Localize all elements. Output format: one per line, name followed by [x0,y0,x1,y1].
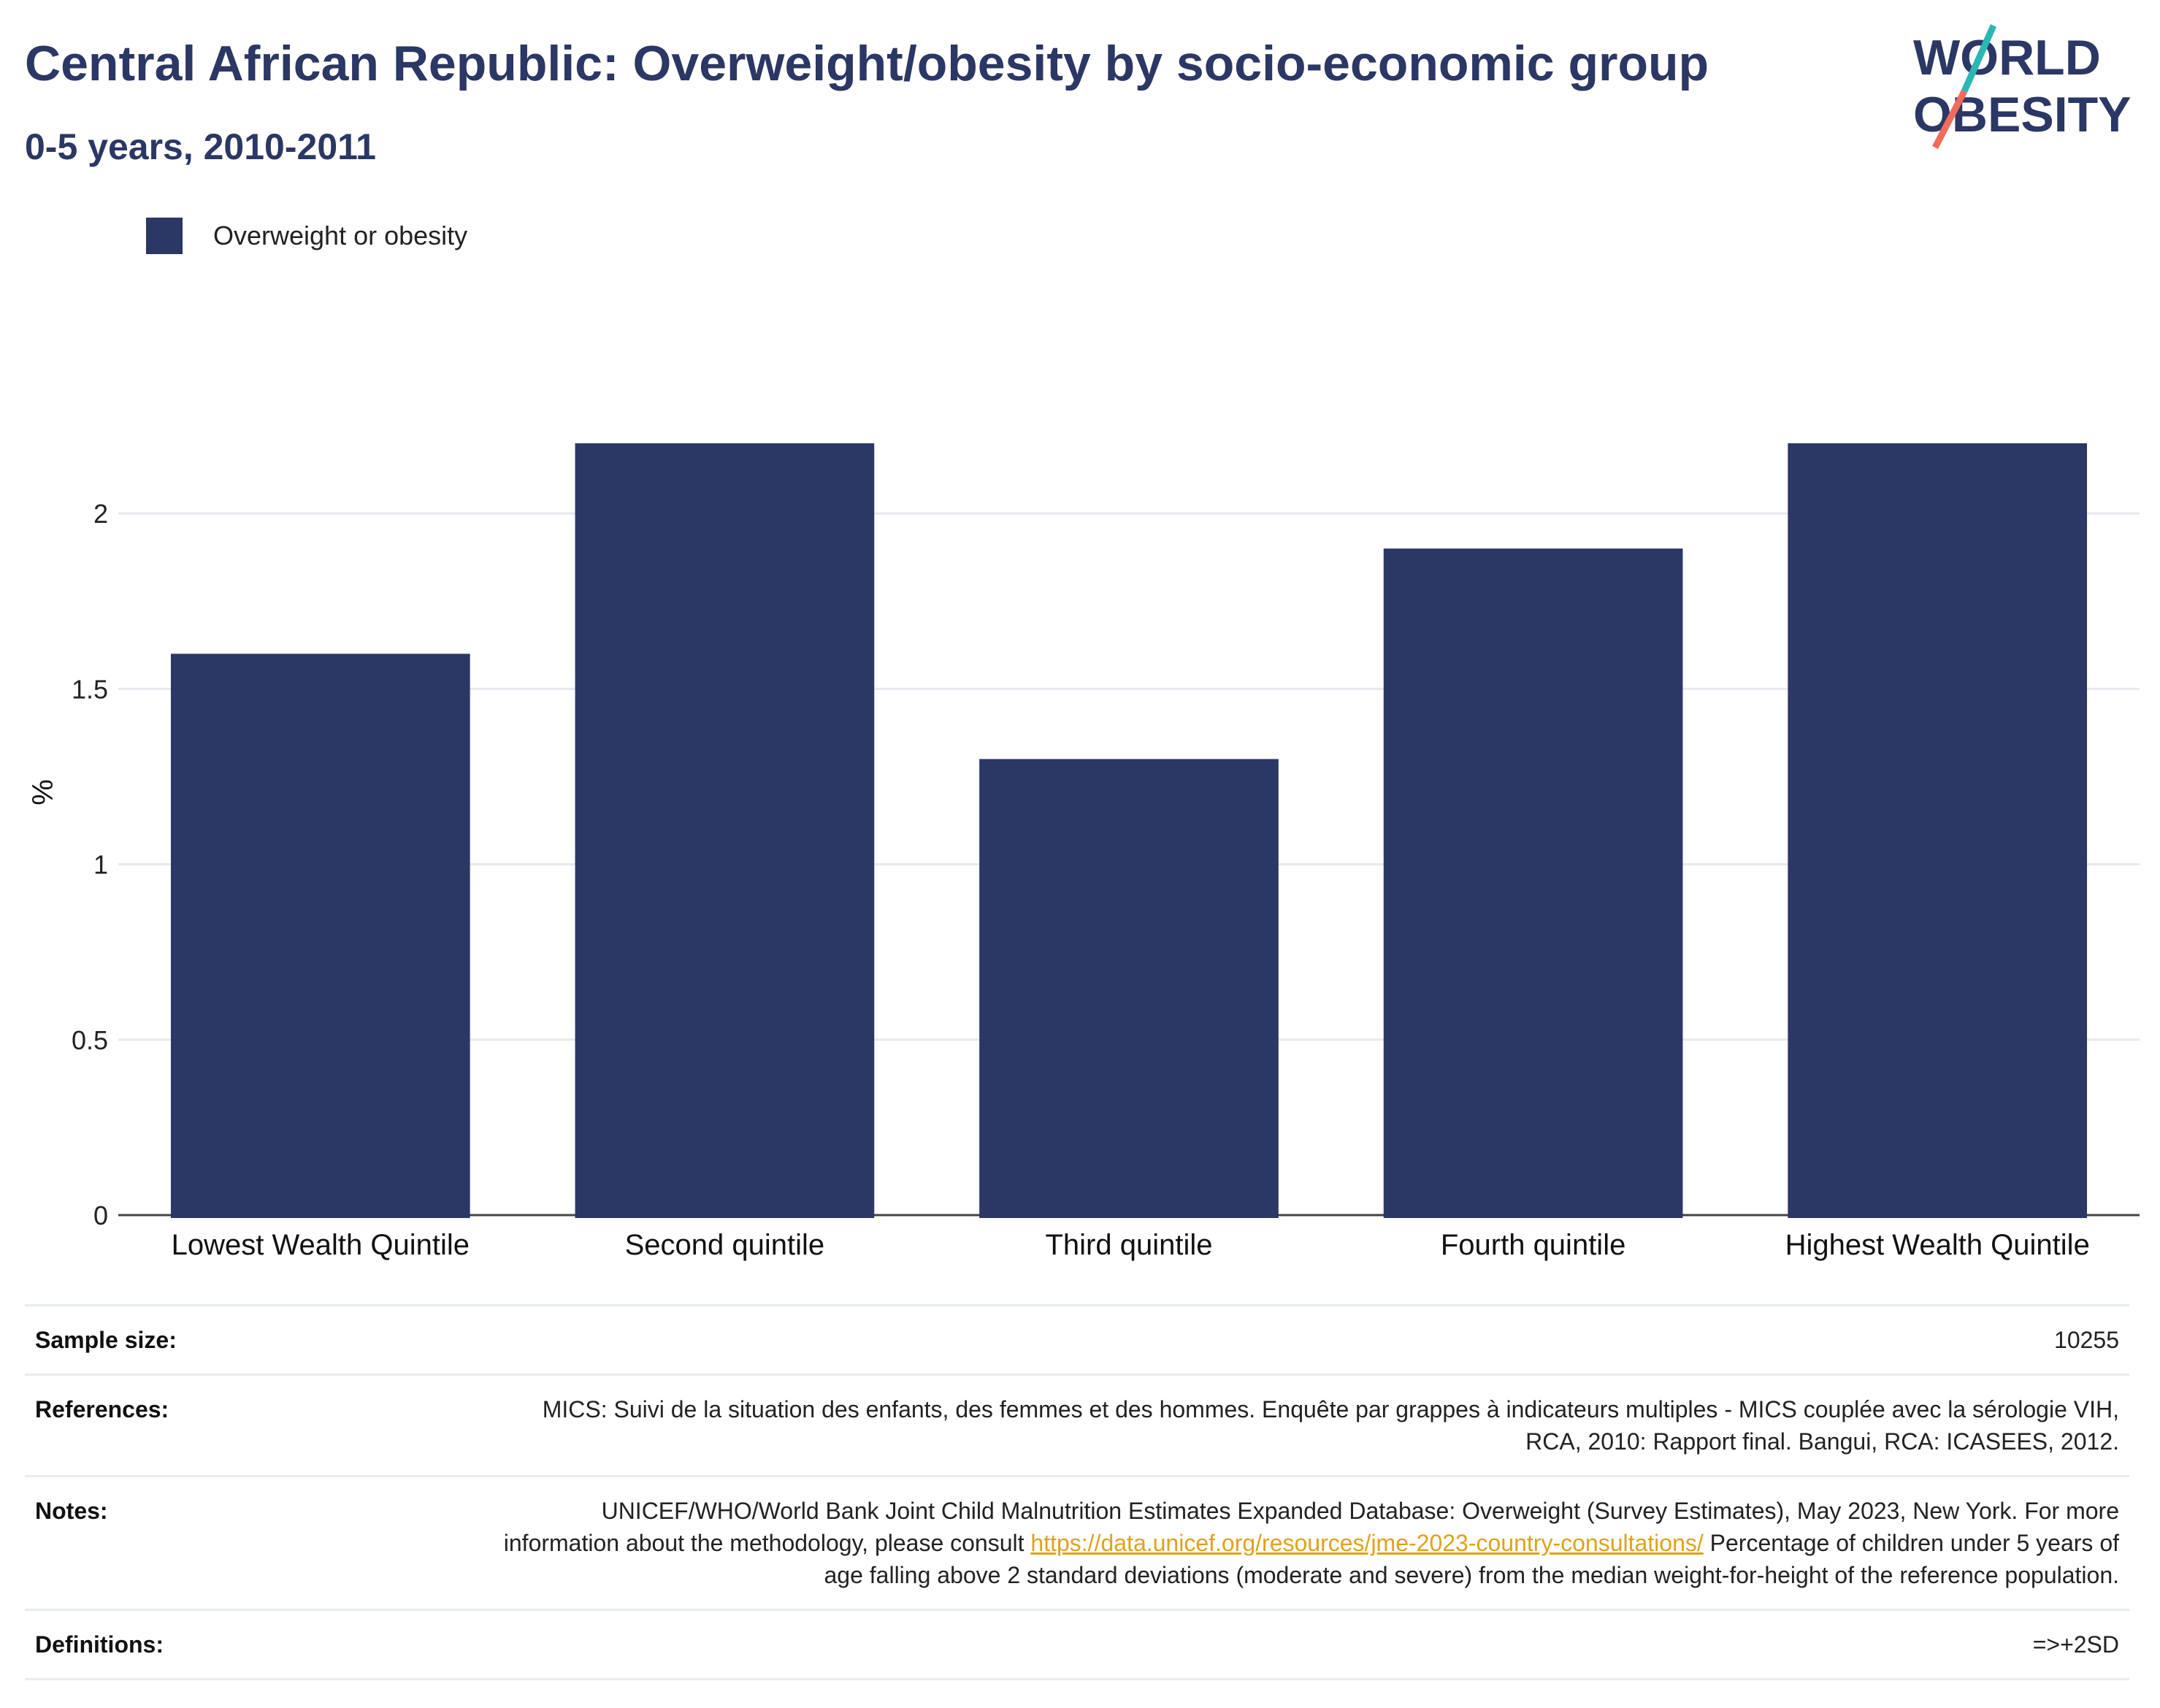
chart-legend: Overweight or obesity [146,217,467,255]
references-row: References: MICS: Suivi de la situation … [25,1374,2129,1477]
y-tick-label: 1.5 [72,674,108,704]
notes-label: Notes: [25,1475,483,1611]
x-category-label: Highest Wealth Quintile [1785,1229,2090,1261]
x-category-label: Fourth quintile [1441,1229,1625,1261]
bar [170,654,470,1218]
x-category-label: Lowest Wealth Quintile [172,1229,470,1261]
legend-swatch [146,218,183,254]
notes-row: Notes: UNICEF/WHO/World Bank Joint Child… [25,1475,2129,1611]
y-tick-label: 0 [93,1200,108,1230]
sample-size-value: 10255 [483,1304,2129,1376]
chart-subtitle: 0-5 years, 2010-2011 [25,126,376,167]
y-tick-label: 1 [93,850,108,880]
definitions-label: Definitions: [25,1609,483,1680]
svg-text:WORLD: WORLD [1913,30,2101,85]
sample-size-row: Sample size: 10255 [25,1304,2129,1376]
info-table: Sample size: 10255 References: MICS: Sui… [25,1304,2129,1680]
references-value: MICS: Suivi de la situation des enfants,… [483,1374,2129,1477]
notes-value: UNICEF/WHO/World Bank Joint Child Malnut… [483,1475,2129,1611]
bar [575,443,875,1218]
bar [1788,443,2088,1218]
chart-title: Central African Republic: Overweight/obe… [25,36,1709,91]
world-obesity-logo: WORLD OBESITY [1913,24,2132,150]
legend-label: Overweight or obesity [213,221,468,250]
axis-labels: 0 0.5 1 1.5 2 Lowest Wealth Quintile Second qu… [72,499,2090,1261]
methodology-link[interactable]: https://data.unicef.org/resources/jme-20… [1030,1530,1704,1556]
bar [1383,548,1683,1218]
definitions-row: Definitions: =>+2SD [25,1609,2129,1680]
bars [170,443,2088,1218]
y-tick-label: 0.5 [72,1025,108,1055]
notes-text-1: UNICEF/WHO/World Bank Joint Child Malnut… [503,1498,2119,1556]
x-category-label: Second quintile [625,1229,825,1261]
y-axis-title: % [27,779,59,805]
references-label: References: [25,1374,483,1477]
sample-size-label: Sample size: [25,1304,483,1376]
notes-text-2: Percentage of children under 5 years of … [824,1530,2119,1588]
definitions-value: =>+2SD [483,1609,2129,1680]
bar-chart: 0 0.5 1 1.5 2 Lowest Wealth Quintile Second qu… [27,443,2140,1261]
x-category-label: Third quintile [1045,1229,1212,1261]
bar [979,759,1279,1218]
y-tick-label: 2 [93,499,108,529]
